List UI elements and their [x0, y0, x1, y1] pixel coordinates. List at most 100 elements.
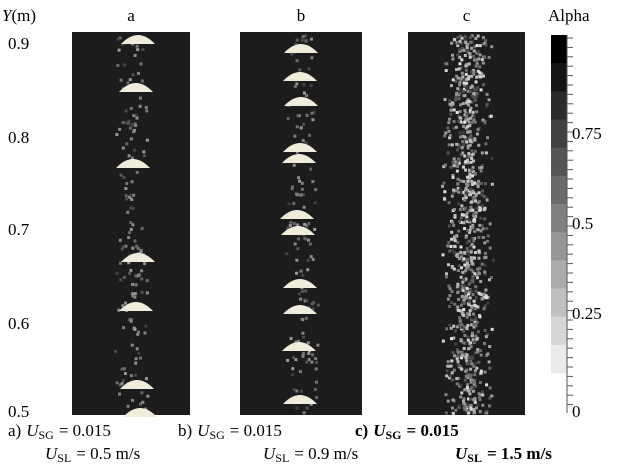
bubble-speck: [471, 275, 475, 279]
bubble-speck: [477, 191, 481, 195]
bubble-speck: [454, 95, 458, 99]
bubble-speck: [312, 301, 316, 305]
bubble-speck: [461, 101, 465, 105]
bubble-speck: [470, 94, 474, 98]
bubble-speck: [140, 269, 144, 273]
bubble-speck: [458, 116, 462, 120]
bubble-speck: [292, 356, 296, 360]
bubble-speck: [296, 247, 300, 251]
bubble-speck: [476, 305, 480, 309]
bubble-speck: [460, 391, 464, 395]
bubble-speck: [484, 142, 488, 146]
bubble-speck: [467, 313, 471, 317]
bubble-speck: [316, 343, 320, 347]
bubble-speck: [468, 176, 472, 180]
bubble-speck: [455, 110, 459, 114]
bubble-speck: [468, 392, 472, 396]
bubble-speck: [310, 111, 314, 115]
bubble-speck: [466, 98, 470, 102]
bubble-speck: [302, 335, 306, 339]
bubble-speck: [297, 176, 301, 180]
bubble-speck: [137, 273, 141, 277]
bubble-speck: [145, 109, 149, 113]
bubble-speck: [474, 37, 478, 41]
taylor-bubble: [283, 72, 317, 81]
bubble-speck: [449, 337, 453, 341]
bubble-speck: [461, 258, 465, 262]
bubble-speck: [466, 324, 470, 328]
bubble-speck: [286, 358, 290, 362]
bubble-speck: [471, 293, 475, 297]
bubble-speck: [473, 369, 477, 373]
bubble-speck: [120, 42, 124, 46]
bubble-speck: [313, 227, 317, 231]
bubble-speck: [145, 138, 149, 142]
bubble-speck: [450, 265, 454, 269]
bubble-speck: [133, 53, 137, 57]
bubble-speck: [465, 362, 469, 366]
bubble-speck: [481, 61, 485, 65]
caption-part: U: [373, 421, 386, 440]
bubble-speck: [476, 350, 480, 354]
bubble-speck: [473, 138, 477, 142]
bubble-speck: [465, 247, 469, 251]
bubble-speck: [468, 36, 472, 40]
bubble-speck: [115, 271, 119, 275]
bubble-speck: [456, 254, 460, 258]
bubble-speck: [130, 156, 134, 160]
bubble-speck: [443, 197, 447, 201]
bubble-speck: [463, 333, 467, 337]
bubble-speck: [473, 373, 477, 377]
bubble-speck: [131, 282, 135, 286]
bubble-speck: [474, 315, 478, 319]
bubble-speck: [466, 335, 470, 339]
bubble-speck: [129, 221, 133, 225]
bubble-speck: [481, 223, 485, 227]
bubble-speck: [450, 104, 454, 108]
bubble-speck: [139, 62, 143, 66]
bubble-speck: [460, 213, 464, 217]
bubble-speck: [470, 259, 474, 263]
bubble-speck: [125, 197, 129, 201]
bubble-speck: [464, 402, 468, 406]
bubble-speck: [462, 271, 466, 275]
bubble-speck: [484, 151, 488, 155]
bubble-speck: [475, 44, 479, 48]
bubble-speck: [465, 407, 469, 411]
bubble-speck: [463, 407, 467, 411]
colorbar-band: [551, 147, 567, 177]
bubble-speck: [468, 288, 472, 292]
bubble-speck: [121, 120, 125, 124]
caption-part: U: [455, 444, 468, 463]
bubble-speck: [471, 69, 475, 73]
bubble-speck: [286, 226, 290, 230]
bubble-speck: [457, 297, 461, 301]
caption-part: Y: [2, 6, 13, 25]
simulation-panel: [408, 32, 525, 415]
bubble-speck: [481, 236, 485, 240]
bubble-speck: [452, 188, 456, 192]
bubble-speck: [137, 351, 141, 355]
bubble-speck: [485, 198, 489, 202]
bubble-speck: [476, 330, 480, 334]
bubble-speck: [469, 341, 473, 345]
bubble-speck: [473, 319, 477, 323]
bubble-speck: [484, 39, 488, 43]
bubble-speck: [462, 402, 466, 406]
bubble-speck: [471, 165, 475, 169]
bubble-speck: [462, 143, 466, 147]
bubble-speck: [469, 40, 473, 44]
bubble-speck: [465, 359, 469, 363]
bubble-speck: [134, 274, 138, 278]
bubble-speck: [442, 165, 446, 169]
bubble-speck: [128, 126, 132, 130]
taylor-bubble: [121, 253, 155, 262]
bubble-speck: [133, 148, 137, 152]
bubble-speck: [450, 194, 454, 198]
bubble-speck: [473, 172, 477, 176]
bubble-speck: [456, 354, 460, 358]
bubble-speck: [483, 182, 487, 186]
bubble-speck: [468, 387, 472, 391]
bubble-speck: [302, 83, 306, 87]
bubble-speck: [443, 163, 447, 167]
